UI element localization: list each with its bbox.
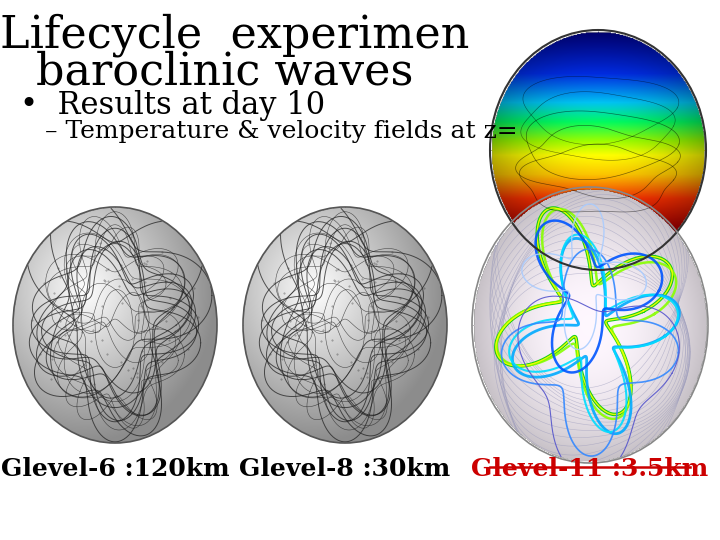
Text: baroclinic waves: baroclinic waves bbox=[36, 50, 414, 93]
Ellipse shape bbox=[243, 207, 447, 443]
Text: – Temperature & velocity fields at z=: – Temperature & velocity fields at z= bbox=[45, 120, 518, 143]
Text: Glevel-11 :3.5km: Glevel-11 :3.5km bbox=[472, 457, 708, 481]
Text: Glevel-8 :30km: Glevel-8 :30km bbox=[239, 457, 451, 481]
Ellipse shape bbox=[472, 187, 708, 463]
Ellipse shape bbox=[13, 207, 217, 443]
Text: •  Results at day 10: • Results at day 10 bbox=[20, 90, 325, 121]
Ellipse shape bbox=[490, 30, 706, 270]
Text: Glevel-6 :120km: Glevel-6 :120km bbox=[1, 457, 229, 481]
Text: Lifecycle  experimen: Lifecycle experimen bbox=[0, 13, 469, 57]
